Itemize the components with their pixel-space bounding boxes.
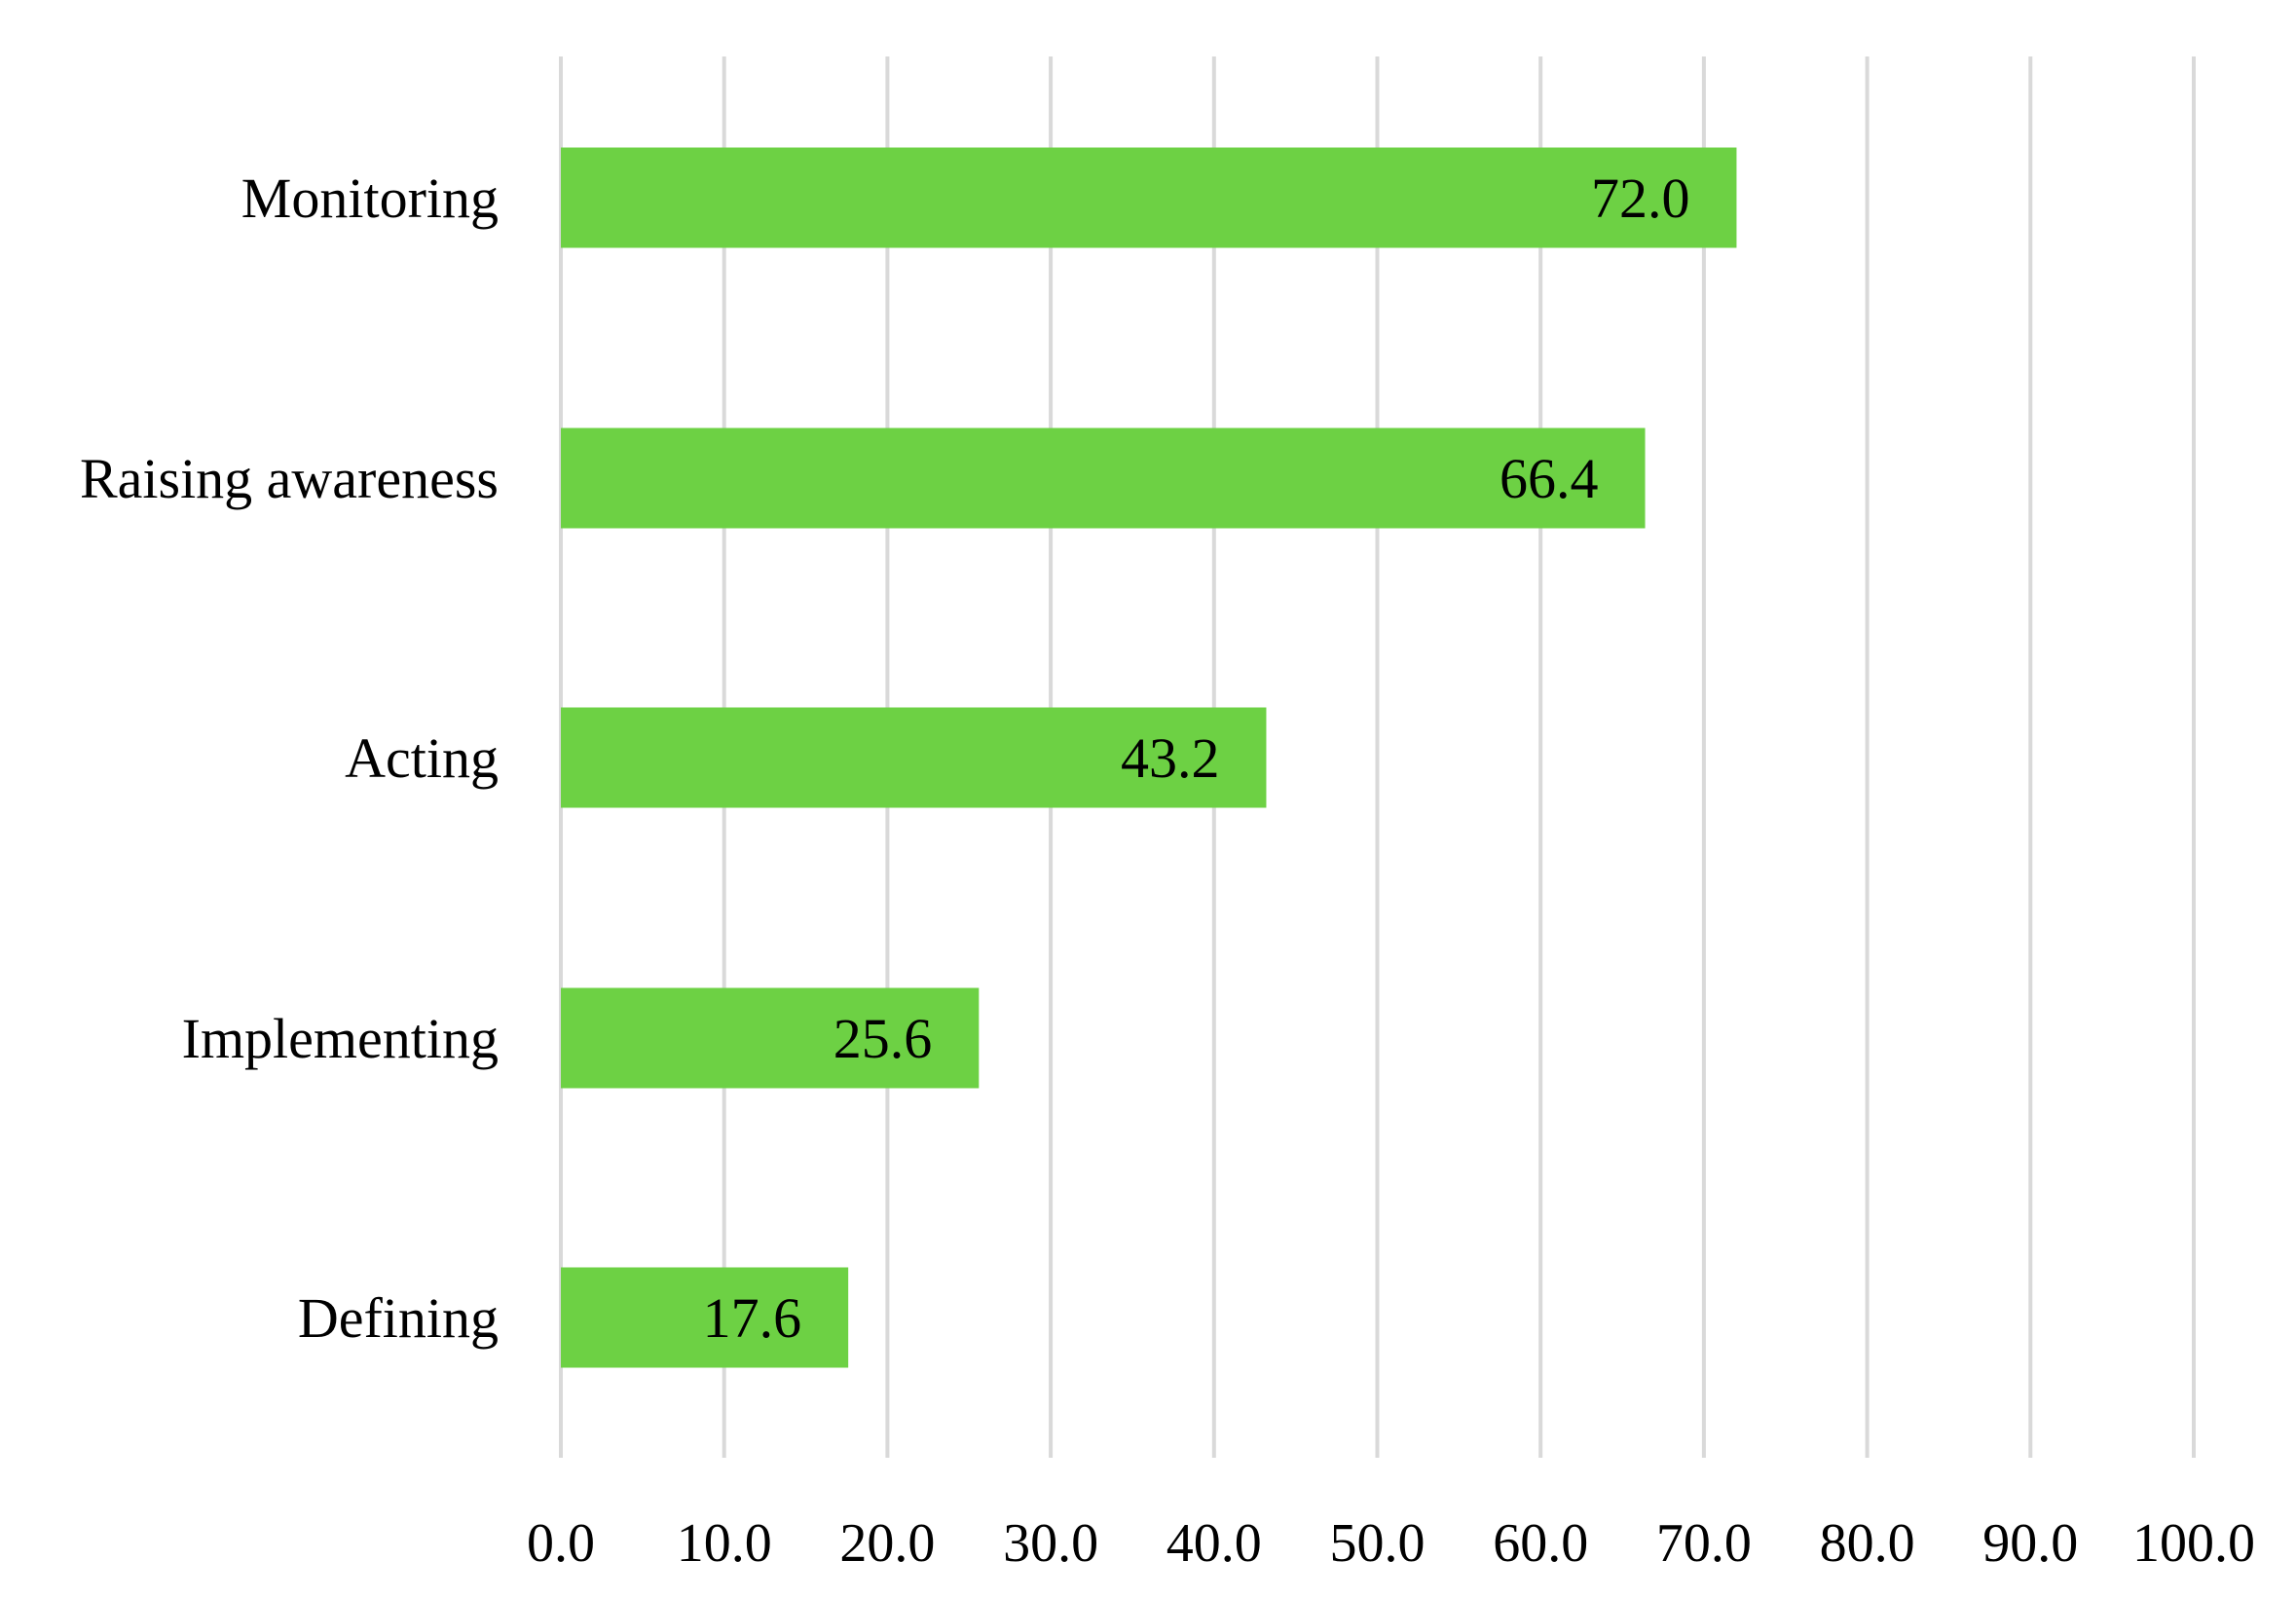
x-tick-label: 10.0 xyxy=(677,1513,772,1574)
value-labels: 72.0 66.4 43.2 25.6 17.6 xyxy=(703,167,1690,1350)
x-tick-label: 80.0 xyxy=(1820,1513,1915,1574)
data-label: 66.4 xyxy=(1500,447,1599,510)
category-labels: Monitoring Raising awareness Acting Impleme… xyxy=(80,167,499,1350)
x-tick-label: 40.0 xyxy=(1167,1513,1262,1574)
category-label: Raising awareness xyxy=(80,447,499,510)
x-tick-label: 70.0 xyxy=(1656,1513,1752,1574)
data-label: 72.0 xyxy=(1591,167,1690,230)
x-tick-label: 30.0 xyxy=(1003,1513,1098,1574)
bar xyxy=(561,1267,849,1368)
x-tick-label: 0.0 xyxy=(527,1513,595,1574)
data-label: 17.6 xyxy=(703,1286,802,1350)
category-label: Acting xyxy=(345,726,499,790)
x-tick-label: 50.0 xyxy=(1330,1513,1426,1574)
category-label: Defining xyxy=(298,1286,499,1350)
x-tick-label: 90.0 xyxy=(1982,1513,2078,1574)
x-tick-label: 100.0 xyxy=(2132,1513,2255,1574)
x-tick-label: 60.0 xyxy=(1493,1513,1588,1574)
bar xyxy=(561,147,1737,248)
x-axis-tick-labels: 0.0 10.0 20.0 30.0 40.0 50.0 60.0 70.0 80.0 90.0 1… xyxy=(527,1513,2255,1574)
bar xyxy=(561,707,1267,808)
x-tick-label: 20.0 xyxy=(839,1513,935,1574)
data-label: 25.6 xyxy=(833,1007,933,1070)
bar xyxy=(561,427,1646,529)
bars xyxy=(561,147,1737,1368)
data-label: 43.2 xyxy=(1121,726,1220,790)
bar xyxy=(561,987,980,1089)
category-label: Monitoring xyxy=(241,167,499,230)
category-label: Implementing xyxy=(182,1007,499,1070)
